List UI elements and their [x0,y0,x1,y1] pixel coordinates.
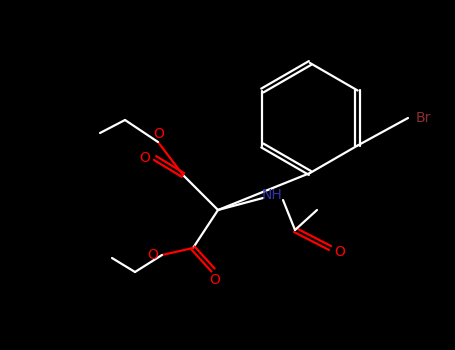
Text: O: O [154,127,164,141]
Text: O: O [147,248,158,262]
Text: O: O [140,151,151,165]
Text: Br: Br [415,111,431,125]
Text: NH: NH [262,188,283,202]
Text: O: O [334,245,345,259]
Text: O: O [210,273,220,287]
